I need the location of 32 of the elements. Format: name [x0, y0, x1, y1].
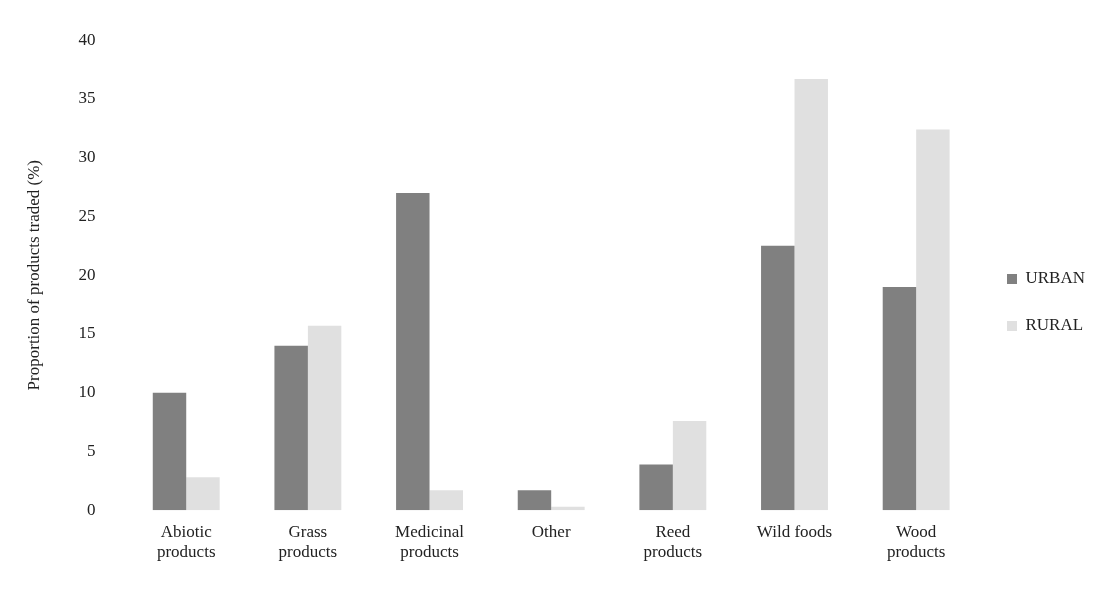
bar [761, 245, 795, 511]
y-tick-label: 15 [78, 323, 96, 343]
bar [639, 464, 673, 511]
x-tick-label: Wood products [886, 521, 946, 562]
bar [517, 490, 552, 511]
bar [882, 286, 917, 511]
y-tick-label: 35 [78, 88, 96, 108]
bar [672, 420, 707, 511]
x-tick-label: Other [531, 521, 571, 541]
bar [429, 490, 463, 511]
x-tick-label: Reed products [643, 521, 703, 562]
bar [396, 192, 430, 511]
y-tick-label: 40 [78, 29, 96, 49]
bar [186, 477, 220, 511]
x-tick-label: Grass products [278, 521, 338, 562]
y-tick-label: 30 [78, 147, 96, 167]
bar [152, 392, 187, 511]
legend-label: RURAL [1025, 315, 1084, 335]
y-axis-title: Proportion of products traded (%) [23, 160, 43, 391]
x-tick-label: Wild foods [756, 521, 833, 541]
y-tick-label: 5 [86, 440, 96, 460]
bar [307, 325, 342, 511]
bar [916, 129, 950, 511]
x-tick-label: Medicinal products [395, 521, 465, 562]
bar [274, 345, 308, 511]
y-tick-label: 10 [78, 382, 96, 402]
y-tick-label: 0 [86, 499, 96, 519]
bar [794, 78, 828, 511]
y-tick-label: 25 [78, 205, 96, 225]
legend-label: URBAN [1025, 268, 1086, 288]
y-tick-label: 20 [78, 264, 96, 284]
x-tick-label: Abiotic products [156, 521, 216, 562]
